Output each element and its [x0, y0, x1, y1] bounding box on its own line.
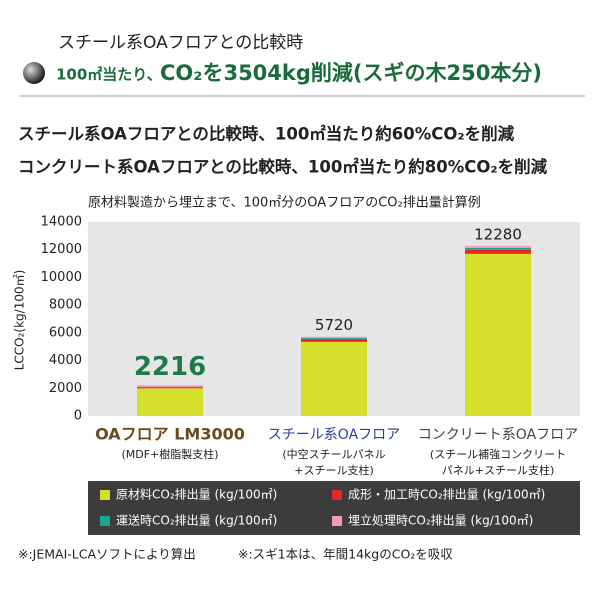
bar-segment — [465, 245, 531, 248]
legend-swatch — [100, 516, 110, 526]
bar-segment — [301, 338, 367, 340]
header-subtitle: スチール系OAフロアとの比較時 — [58, 33, 303, 53]
chart-title: 原材料製造から埋立まで、100㎡分のOAフロアのCO₂排出量計算例 — [88, 195, 481, 211]
bar-segment — [301, 336, 367, 339]
y-tick-label: 8000 — [49, 298, 82, 313]
y-axis-label: LCCO₂(kg/100㎡) — [13, 270, 27, 371]
x-tick-label: コンクリート系OAフロア — [418, 427, 578, 443]
y-tick-label: 10000 — [41, 270, 82, 285]
footnote: ※:JEMAI-LCAソフトにより算出 — [18, 547, 196, 562]
headline-prefix: 100㎡当たり、 — [56, 66, 162, 84]
bullet — [23, 62, 45, 84]
footnote: ※:スギ1本は、年間14kgのCO₂を吸収 — [238, 547, 453, 562]
bar-segment — [137, 385, 203, 387]
legend-swatch — [100, 490, 110, 500]
statement: コンクリート系OAフロアとの比較時、100㎡当たり約80%CO₂を削減 — [18, 157, 548, 177]
total-label: 5720 — [315, 316, 353, 334]
legend-label: 原材料CO₂排出量 (kg/100㎡) — [116, 488, 277, 502]
y-tick-label: 2000 — [49, 381, 82, 396]
bar-segment — [465, 253, 531, 416]
category-note: パネル+スチール支柱) — [442, 463, 555, 477]
category-note: (中空スチールパネル — [282, 447, 385, 461]
y-tick-label: 0 — [74, 409, 82, 424]
y-tick-label: 12000 — [41, 242, 82, 257]
total-label: 2216 — [134, 352, 206, 382]
bar-segment — [137, 388, 203, 416]
legend-swatch — [332, 490, 342, 500]
legend-label: 成形・加工時CO₂排出量 (kg/100㎡) — [348, 488, 545, 502]
bar-segment — [301, 341, 367, 416]
bar-segment — [465, 249, 531, 254]
category-note: (MDF+樹脂製支柱) — [121, 447, 218, 461]
y-tick-label: 14000 — [41, 215, 82, 230]
y-tick-label: 6000 — [49, 325, 82, 340]
legend-label: 埋立処理時CO₂排出量 (kg/100㎡) — [348, 513, 533, 528]
category-note: (スチール補強コンクリート — [430, 448, 566, 461]
x-tick-label: スチール系OAフロア — [268, 427, 400, 443]
bar-segment — [301, 339, 367, 342]
x-tick-label: OAフロア LM3000 — [95, 425, 245, 444]
bar-segment — [137, 387, 203, 389]
bar-segment — [465, 247, 531, 250]
y-tick-label: 4000 — [49, 353, 82, 368]
total-label: 12280 — [474, 225, 522, 243]
category-note: +スチール支柱) — [294, 463, 374, 477]
headline: CO₂を3504kg削減(スギの木250本分) — [160, 61, 542, 85]
statement: スチール系OAフロアとの比較時、100㎡当たり約60%CO₂を削減 — [18, 124, 515, 144]
legend-label: 運送時CO₂排出量 (kg/100㎡) — [116, 513, 277, 528]
legend-swatch — [332, 516, 342, 526]
